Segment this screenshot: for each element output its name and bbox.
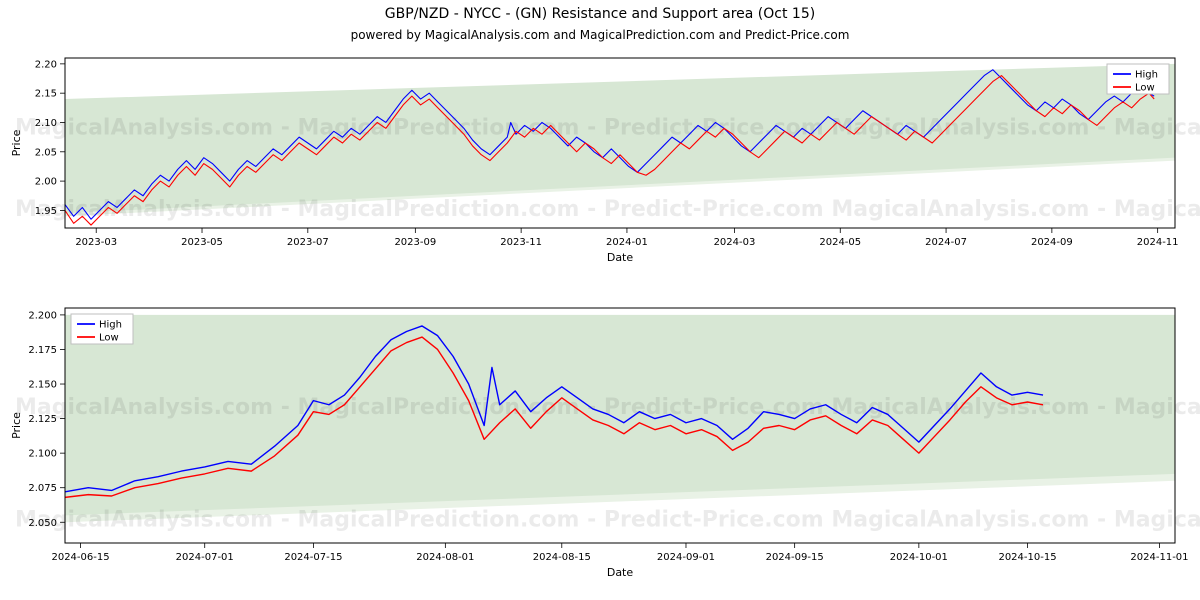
x-tick-label: 2024-08-15 xyxy=(533,552,591,563)
x-axis-label: Date xyxy=(607,251,634,264)
x-tick-label: 2024-08-01 xyxy=(416,552,474,563)
x-tick-label: 2024-06-15 xyxy=(51,552,109,563)
y-axis-label: Price xyxy=(10,129,23,156)
x-tick-label: 2024-01 xyxy=(606,237,648,248)
y-tick-label: 2.075 xyxy=(28,483,57,494)
x-tick-label: 2024-10-15 xyxy=(998,552,1056,563)
y-tick-label: 2.125 xyxy=(28,414,57,425)
legend-label: Low xyxy=(99,333,119,344)
y-tick-label: 2.100 xyxy=(28,449,57,460)
chart-top-plot-area: MagicalAnalysis.com - MagicalPrediction.… xyxy=(65,58,1175,228)
x-tick-label: 2024-03 xyxy=(714,237,756,248)
x-tick-label: 2024-11 xyxy=(1137,237,1179,248)
y-tick-label: 2.200 xyxy=(28,310,57,321)
x-tick-label: 2023-05 xyxy=(181,237,223,248)
x-tick-label: 2024-07-15 xyxy=(284,552,342,563)
page-title: GBP/NZD - NYCC - (GN) Resistance and Sup… xyxy=(0,6,1200,22)
x-tick-label: 2023-03 xyxy=(75,237,117,248)
y-tick-label: 2.050 xyxy=(28,518,57,529)
x-tick-label: 2023-07 xyxy=(287,237,329,248)
x-tick-label: 2024-07 xyxy=(925,237,967,248)
chart-bottom: MagicalAnalysis.com - MagicalPrediction.… xyxy=(65,308,1175,543)
legend-label: High xyxy=(99,320,122,331)
legend-label: Low xyxy=(1135,83,1155,94)
x-tick-label: 2024-09-15 xyxy=(766,552,824,563)
x-axis-label: Date xyxy=(607,566,634,579)
y-tick-label: 2.05 xyxy=(35,147,57,158)
chart-bottom-plot-area: MagicalAnalysis.com - MagicalPrediction.… xyxy=(65,308,1175,543)
y-tick-label: 2.150 xyxy=(28,380,57,391)
x-tick-label: 2024-07-01 xyxy=(176,552,234,563)
x-tick-label: 2024-09-01 xyxy=(657,552,715,563)
x-tick-label: 2024-05 xyxy=(819,237,861,248)
x-tick-label: 2023-11 xyxy=(500,237,542,248)
y-tick-label: 2.20 xyxy=(35,59,57,70)
y-axis-label: Price xyxy=(10,412,23,439)
y-tick-label: 1.95 xyxy=(35,206,57,217)
legend-label: High xyxy=(1135,70,1158,81)
y-tick-label: 2.175 xyxy=(28,345,57,356)
y-tick-label: 2.15 xyxy=(35,89,57,100)
x-tick-label: 2024-10-01 xyxy=(890,552,948,563)
x-tick-label: 2023-09 xyxy=(394,237,436,248)
chart-top: MagicalAnalysis.com - MagicalPrediction.… xyxy=(65,58,1175,228)
y-tick-label: 2.10 xyxy=(35,118,57,129)
page-subtitle: powered by MagicalAnalysis.com and Magic… xyxy=(0,28,1200,42)
x-tick-label: 2024-11-01 xyxy=(1130,552,1188,563)
y-tick-label: 2.00 xyxy=(35,177,57,188)
x-tick-label: 2024-09 xyxy=(1031,237,1073,248)
